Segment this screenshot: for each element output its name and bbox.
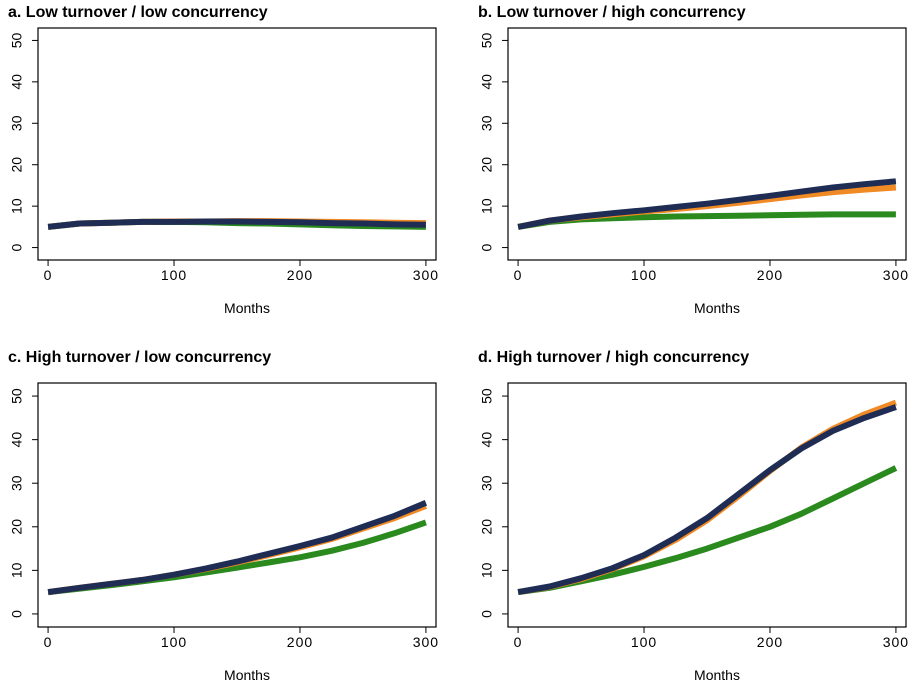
x-tick-label: 100: [161, 267, 187, 283]
series-line: [517, 465, 898, 596]
y-tick-label: 20: [479, 157, 495, 173]
y-tick-label: 10: [9, 562, 25, 578]
x-tick-label: 300: [883, 267, 909, 283]
x-tick-label: 300: [413, 267, 439, 283]
x-axis-label: Months: [694, 300, 740, 316]
y-tick-label: 20: [9, 519, 25, 535]
series-line: [47, 503, 427, 596]
x-tick-label: 100: [631, 634, 657, 650]
series-line: [517, 178, 897, 230]
y-tick-label: 10: [479, 198, 495, 214]
y-tick-label: 40: [479, 74, 495, 90]
panel-title: c. High turnover / low concurrency: [8, 349, 271, 366]
y-tick-label: 50: [9, 388, 25, 404]
y-tick-label: 40: [9, 432, 25, 448]
y-tick-label: 30: [9, 475, 25, 491]
x-tick-label: 300: [413, 634, 439, 650]
y-tick-label: 50: [479, 32, 495, 48]
plot-frame: [37, 382, 437, 628]
x-axis-label: Months: [694, 667, 740, 683]
plot-frame: [37, 27, 437, 261]
x-tick-label: 200: [757, 634, 783, 650]
y-tick-label: 40: [9, 74, 25, 90]
y-tick-label: 50: [9, 32, 25, 48]
y-tick-label: 40: [479, 432, 495, 448]
panel-title: a. Low turnover / low concurrency: [8, 4, 268, 21]
x-tick-label: 0: [514, 267, 523, 283]
series-line: [47, 500, 428, 596]
y-tick-label: 30: [479, 115, 495, 131]
x-tick-label: 200: [287, 634, 313, 650]
x-tick-label: 0: [44, 267, 53, 283]
series-line: [47, 218, 426, 230]
y-tick-label: 0: [9, 243, 25, 251]
x-tick-label: 0: [44, 634, 53, 650]
y-tick-label: 30: [479, 475, 495, 491]
panel-title: b. Low turnover / high concurrency: [478, 4, 746, 21]
y-tick-label: 0: [479, 610, 495, 618]
y-tick-label: 10: [9, 198, 25, 214]
x-axis-label: Months: [224, 667, 270, 683]
series-line: [47, 519, 427, 596]
x-tick-label: 200: [757, 267, 783, 283]
plot-frame: [507, 27, 907, 261]
y-tick-label: 20: [9, 157, 25, 173]
y-tick-label: 20: [479, 519, 495, 535]
x-tick-label: 0: [514, 634, 523, 650]
x-tick-label: 200: [287, 267, 313, 283]
panel-title: d. High turnover / high concurrency: [478, 349, 749, 366]
y-tick-label: 0: [9, 610, 25, 618]
y-tick-label: 10: [479, 562, 495, 578]
x-axis-label: Months: [224, 300, 270, 316]
series-line: [517, 404, 897, 596]
y-tick-label: 50: [479, 388, 495, 404]
y-tick-label: 0: [479, 243, 495, 251]
plot-frame: [507, 382, 907, 628]
x-tick-label: 300: [883, 634, 909, 650]
x-tick-label: 100: [161, 634, 187, 650]
y-tick-label: 30: [9, 115, 25, 131]
x-tick-label: 100: [631, 267, 657, 283]
